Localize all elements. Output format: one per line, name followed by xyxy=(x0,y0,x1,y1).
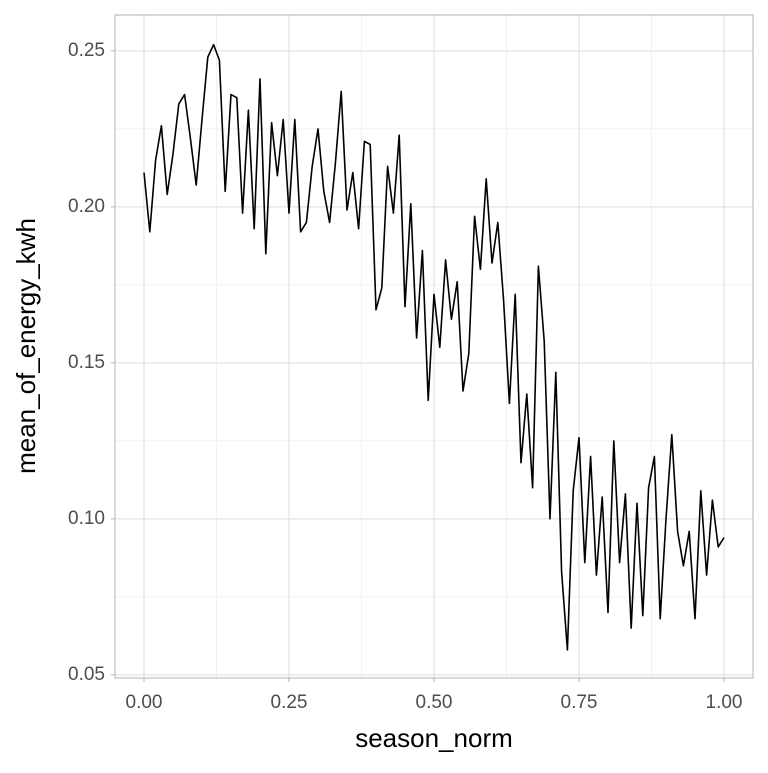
y-tick-label: 0.15 xyxy=(68,352,105,373)
y-tick-label: 0.05 xyxy=(68,664,105,685)
x-axis-title: season_norm xyxy=(355,723,513,753)
x-tick-label: 1.00 xyxy=(706,692,743,713)
x-tick-label: 0.50 xyxy=(416,692,453,713)
y-tick-label: 0.10 xyxy=(68,508,105,529)
x-tick-label: 0.00 xyxy=(126,692,163,713)
y-axis-title: mean_of_energy_kwh xyxy=(11,218,41,474)
x-tick-label: 0.25 xyxy=(271,692,308,713)
y-tick-label: 0.25 xyxy=(68,40,105,61)
panel-border xyxy=(114,14,754,679)
x-tick-label: 0.75 xyxy=(561,692,598,713)
line xyxy=(143,43,725,651)
y-tick-label: 0.20 xyxy=(68,196,105,217)
